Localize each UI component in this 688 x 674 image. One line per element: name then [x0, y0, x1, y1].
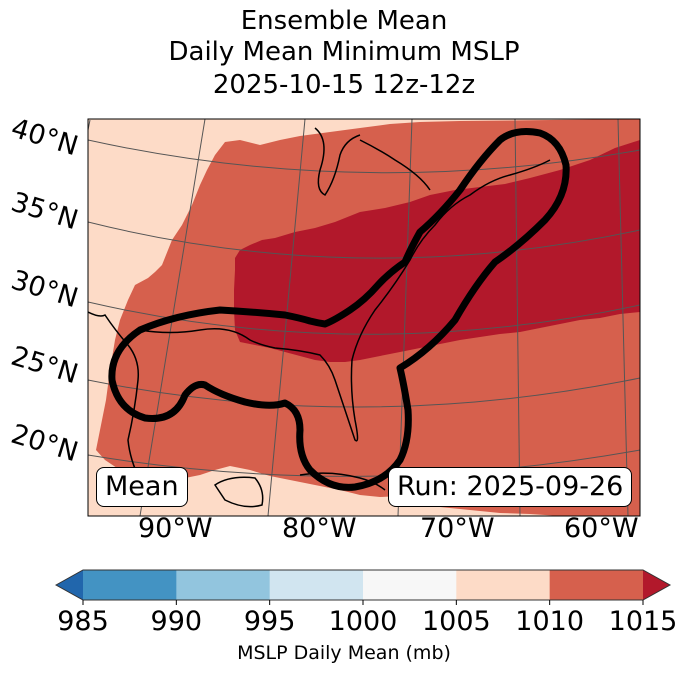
colorbar-tick-label: 1005 — [421, 606, 491, 637]
colorbar-tick-label: 990 — [150, 606, 203, 637]
map-area — [88, 119, 640, 516]
mean-label-box: Mean — [96, 467, 188, 507]
colorbar-extend-over — [643, 570, 670, 600]
lon-label-90w: 90°W — [138, 513, 213, 544]
lon-label-80w: 80°W — [282, 513, 357, 544]
colorbar-segment-995-1000 — [269, 570, 364, 600]
title-line-2: Daily Mean Minimum MSLP — [168, 37, 520, 67]
colorbar-segment-985-990 — [83, 570, 177, 600]
fill-above-1015 — [234, 140, 640, 362]
map-border — [87, 118, 641, 517]
colorbar-tick-label: 1010 — [515, 606, 585, 637]
lon-label-60w: 60°W — [564, 513, 639, 544]
colorbar-tick-label: 985 — [57, 606, 109, 637]
colorbar — [54, 569, 672, 605]
colorbar-segment-1000-1005 — [363, 570, 457, 600]
colorbar-segment-1010-1015 — [549, 570, 644, 600]
colorbar-label: MSLP Daily Mean (mb) — [237, 642, 451, 664]
lon-label-70w: 70°W — [420, 513, 495, 544]
run-date-box: Run: 2025-09-26 — [388, 467, 633, 507]
colorbar-tick-label: 995 — [243, 606, 296, 637]
title-line-1: Ensemble Mean — [240, 6, 448, 36]
contour-line — [108, 128, 570, 491]
colorbar-extend-under — [56, 570, 83, 600]
colorbar-tick-label: 1015 — [608, 606, 678, 637]
colorbar-tick-label: 1000 — [328, 606, 398, 637]
colorbar-segment-990-995 — [176, 570, 271, 600]
title-line-3: 2025-10-15 12z-12z — [212, 70, 476, 100]
fill-1005-1010-south — [200, 486, 420, 516]
colorbar-segment-1005-1010 — [456, 570, 551, 600]
